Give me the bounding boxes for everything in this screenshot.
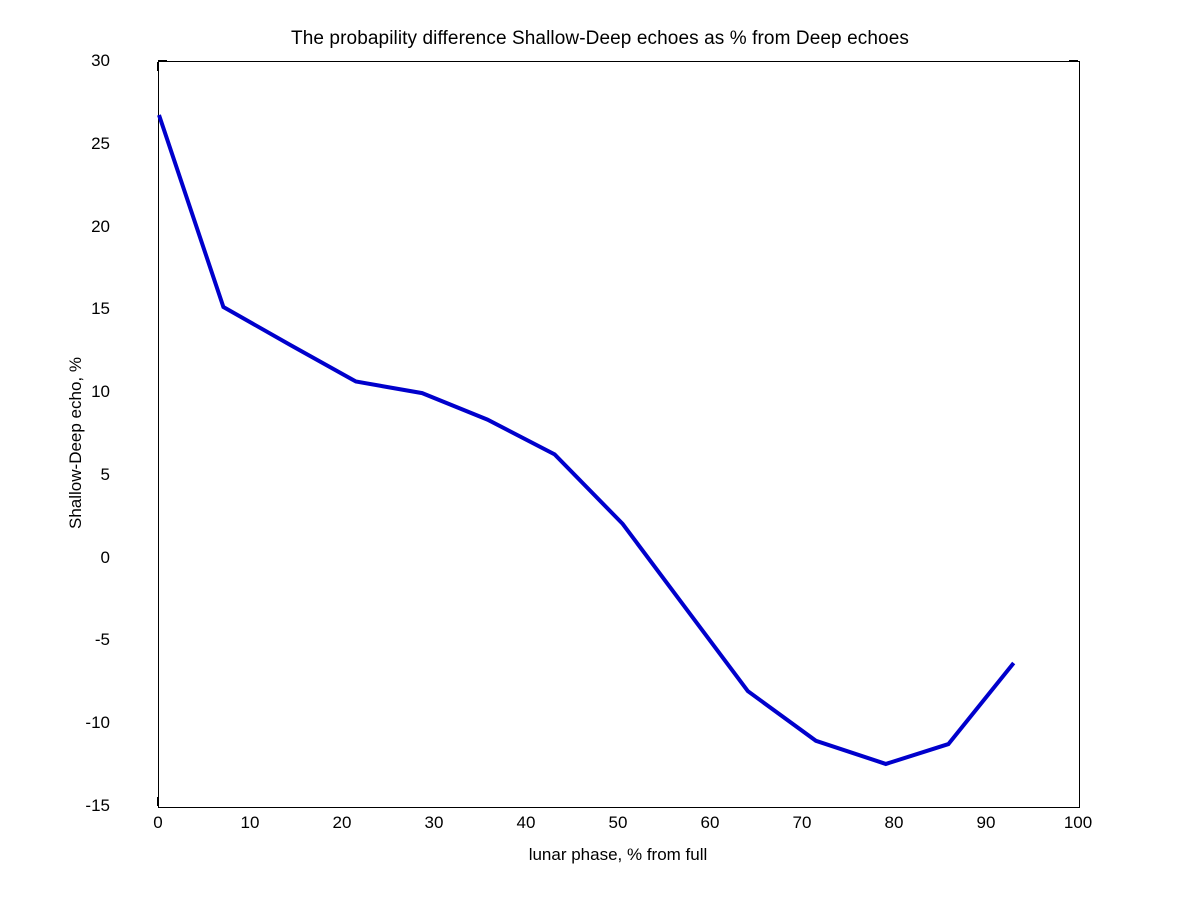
plot-area: [157, 61, 1080, 808]
y-axis-label: Shallow-Deep echo, %: [66, 357, 85, 529]
y-tick-label: -10: [85, 713, 110, 733]
x-tick-label: 50: [608, 813, 628, 832]
x-tick-label: 0: [153, 813, 163, 832]
y-tick-label: 15: [91, 299, 110, 319]
x-tick-label: 30: [424, 813, 444, 832]
x-tick-mark: [157, 797, 159, 806]
y-tick-label: -15: [85, 796, 110, 815]
x-tick-label: 20: [332, 813, 352, 832]
x-tick-label: 100: [1063, 813, 1093, 832]
x-tick-label: 80: [884, 813, 904, 832]
y-tick-label: 0: [100, 547, 110, 567]
x-tick-label: 10: [240, 813, 260, 832]
y-tick-label: 5: [100, 464, 110, 484]
y-tick-label: 10: [91, 382, 110, 402]
y-tick-label: 20: [91, 216, 110, 236]
y-tick-label: -5: [94, 630, 110, 650]
x-tick-label: 70: [792, 813, 812, 832]
chart-title: The probapility difference Shallow-Deep …: [291, 28, 909, 49]
y-tick-mark: [158, 60, 167, 62]
x-tick-label: 90: [976, 813, 996, 832]
x-axis-label: lunar phase, % from full: [528, 845, 708, 864]
y-tick-mark-right: [1069, 60, 1078, 62]
y-tick-label: 30: [91, 51, 110, 70]
x-tick-label: 60: [700, 813, 720, 832]
x-tick-label: 40: [516, 813, 536, 832]
x-tick-mark-top: [157, 62, 159, 71]
data-line-shallow-deep-echo: [157, 114, 1016, 767]
y-tick-label: 25: [91, 133, 110, 153]
data-series-svg: [157, 114, 1016, 767]
